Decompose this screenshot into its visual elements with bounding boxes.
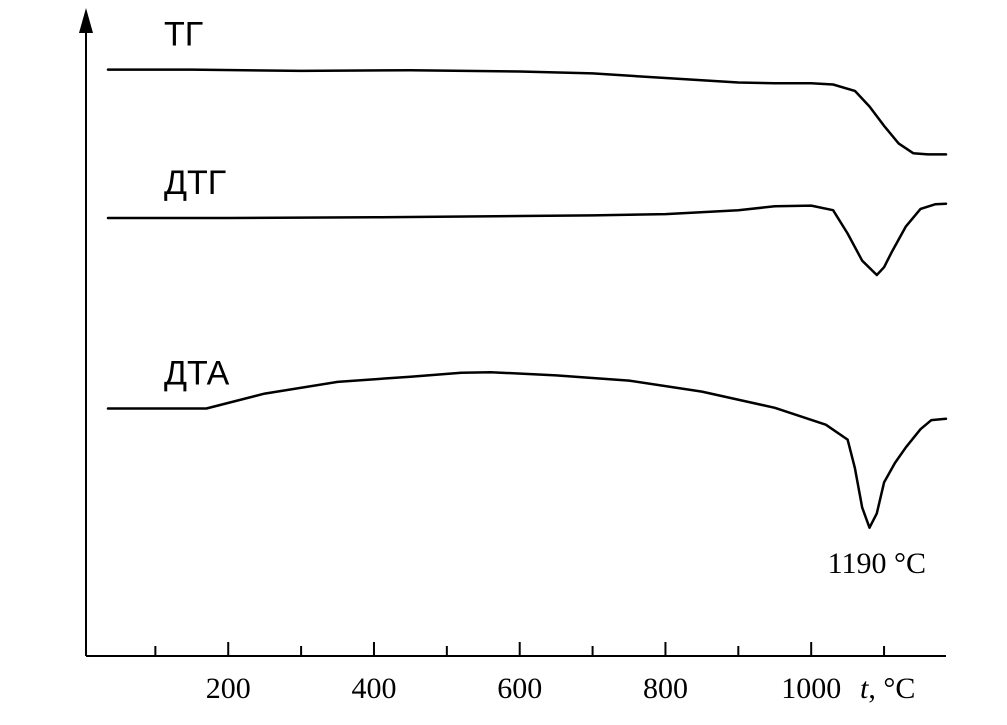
y-axis-arrow <box>79 8 93 33</box>
axes <box>79 8 946 657</box>
x-axis-label: t, °C <box>860 672 915 705</box>
x-tick-label: 800 <box>643 672 688 705</box>
annotations: 1190 °C <box>828 547 926 580</box>
series-tg-label: ТГ <box>164 16 203 54</box>
series-tg-line <box>106 68 948 156</box>
curves <box>106 68 948 529</box>
x-axis-label-unit: , °C <box>868 672 915 705</box>
x-axis-label-variable: t <box>860 672 869 705</box>
x-tick-label: 1000 <box>781 672 841 705</box>
series-dta-line <box>106 370 948 529</box>
x-tick-label: 400 <box>351 672 396 705</box>
curve-labels: ТГ ДТГ ДТА <box>164 16 230 393</box>
peak-annotation: 1190 °C <box>828 547 926 580</box>
x-tick-label: 200 <box>206 672 251 705</box>
series-dtg-label: ДТГ <box>164 164 226 202</box>
x-ticks <box>154 642 886 656</box>
x-tick-label: 600 <box>497 672 542 705</box>
series-dtg-line <box>106 202 948 277</box>
series-dta-label: ДТА <box>164 354 230 392</box>
x-tick-labels: 200 400 600 800 1000 <box>206 672 841 705</box>
